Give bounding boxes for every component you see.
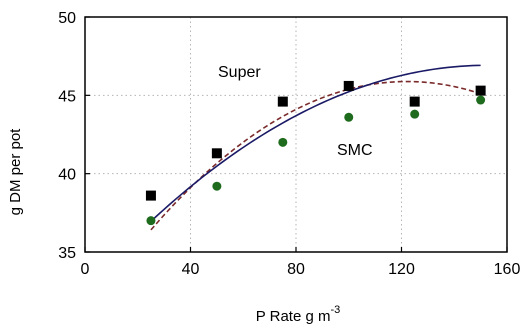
- data-point-smc: [344, 112, 354, 122]
- series-label-smc: SMC: [337, 142, 373, 159]
- fitted-curves: [150, 64, 481, 231]
- data-point-smc: [476, 95, 486, 105]
- data-point-smc: [146, 216, 156, 226]
- y-tick-label: 50: [58, 10, 76, 27]
- x-tick-label: 40: [182, 261, 200, 278]
- x-axis-label: P Rate g m-3: [256, 304, 341, 325]
- data-point-smc: [278, 137, 288, 147]
- y-tick-label: 40: [58, 167, 76, 184]
- data-point-super: [475, 85, 486, 96]
- y-tick-label: 35: [58, 245, 76, 262]
- x-tick-label: 80: [287, 261, 305, 278]
- grid-lines: [85, 17, 507, 252]
- data-point-super: [145, 190, 156, 201]
- data-point-super: [277, 96, 288, 107]
- y-tick-label: 45: [58, 88, 76, 105]
- y-axis-label: g DM per pot: [7, 128, 24, 216]
- data-point-super: [211, 148, 222, 159]
- x-tick-label: 120: [388, 261, 415, 278]
- x-tick-label: 160: [494, 261, 521, 278]
- x-axis-label-superscript: -3: [330, 304, 340, 316]
- data-point-smc: [410, 109, 420, 119]
- x-axis-label-text: P Rate g m: [256, 308, 331, 325]
- data-point-super: [409, 96, 420, 107]
- axis-ticks: 0 40 80 120 160 35 40 45 50: [58, 10, 520, 278]
- x-tick-label: 0: [81, 261, 90, 278]
- series-label-super: Super: [218, 64, 261, 81]
- data-point-smc: [212, 181, 222, 191]
- fit-line-smc: [150, 64, 481, 222]
- fit-line-super: [150, 80, 481, 231]
- data-point-super: [343, 80, 354, 91]
- data-points: [145, 80, 486, 226]
